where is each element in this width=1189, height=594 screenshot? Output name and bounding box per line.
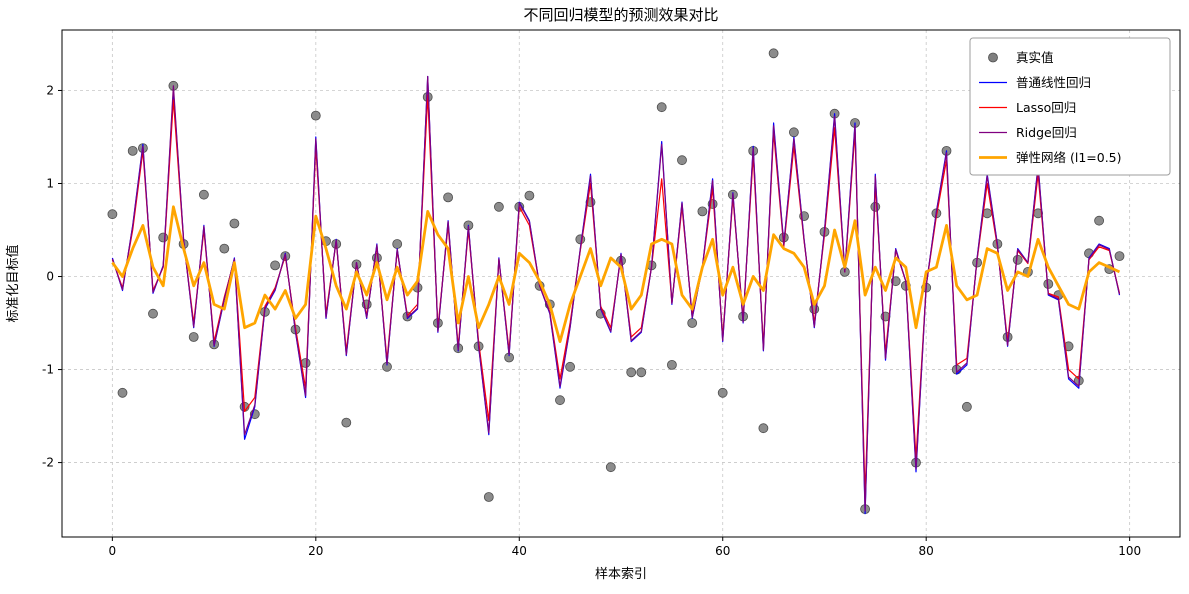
scatter-point (198, 189, 209, 200)
x-tick-label: 40 (512, 544, 527, 558)
y-tick-label: 0 (46, 270, 54, 284)
scatter-point (127, 145, 138, 156)
scatter-point (697, 206, 708, 217)
scatter-point (117, 387, 128, 398)
scatter-point (809, 304, 820, 315)
scatter-point (310, 110, 321, 121)
chart-title: 不同回归模型的预测效果对比 (523, 6, 718, 24)
legend-label-linear: 普通线性回归 (1016, 75, 1091, 90)
x-tick-label: 60 (715, 544, 730, 558)
scatter-point (219, 243, 230, 254)
legend-label-lasso: Lasso回归 (1016, 100, 1076, 115)
scatter-point (524, 190, 535, 201)
scatter-point (188, 332, 199, 342)
x-tick-label: 20 (308, 544, 323, 558)
scatter-point (483, 492, 494, 502)
scatter-point (341, 417, 352, 428)
scatter-point (667, 359, 677, 370)
scatter-point (626, 367, 637, 378)
x-tick-label: 0 (109, 544, 117, 558)
y-tick-label: -1 (42, 363, 54, 377)
scatter-point (1012, 254, 1023, 265)
series-elastic (111, 205, 1121, 343)
legend-box (969, 37, 1171, 176)
scatter-point (870, 201, 881, 212)
scatter-point (636, 367, 647, 378)
scatter-point (565, 361, 575, 372)
scatter-point (371, 252, 382, 263)
scatter-point (677, 155, 687, 166)
scatter-point (443, 192, 454, 203)
scatter-point (107, 209, 118, 220)
y-axis-label: 标准化目标值 (5, 244, 21, 322)
scatter-point (555, 395, 565, 406)
scatter-point (1114, 251, 1125, 262)
x-axis-label: 样本索引 (595, 567, 647, 582)
y-tick-label: -2 (42, 456, 54, 470)
scatter-point (962, 401, 972, 412)
x-tick-label: 100 (1118, 544, 1141, 558)
scatter-point (717, 387, 728, 398)
x-tick-label: 80 (919, 544, 934, 558)
scatter-point (656, 102, 667, 113)
scatter-point (392, 239, 403, 249)
scatter-point (229, 218, 240, 229)
y-tick-label: 2 (46, 83, 54, 97)
scatter-point (148, 308, 158, 319)
y-tick-label: 1 (46, 176, 54, 190)
scatter-point (758, 423, 769, 434)
scatter-point (270, 260, 281, 271)
legend-entry-linear: 普通线性回归 (979, 75, 1091, 90)
scatter-point (158, 232, 169, 243)
scatter-point (768, 48, 779, 59)
scatter-point (605, 462, 616, 473)
legend-entry-ridge: Ridge回归 (979, 125, 1077, 140)
plot-border (61, 29, 1181, 538)
scatter-point (687, 318, 698, 328)
legend-marker-actual (988, 52, 998, 63)
legend-entry-actual: 真实值 (988, 50, 1054, 65)
legend-label-ridge: Ridge回归 (1016, 125, 1077, 140)
scatter-point (789, 127, 799, 138)
scatter-point (1094, 215, 1104, 226)
legend-label-actual: 真实值 (1016, 50, 1054, 65)
scatter-point (575, 234, 586, 245)
legend-label-elastic: 弹性网络 (l1=0.5) (1016, 150, 1122, 165)
legend-entry-lasso: Lasso回归 (979, 100, 1076, 115)
scatter-point (493, 201, 504, 212)
legend-entry-elastic: 弹性网络 (l1=0.5) (979, 150, 1122, 165)
